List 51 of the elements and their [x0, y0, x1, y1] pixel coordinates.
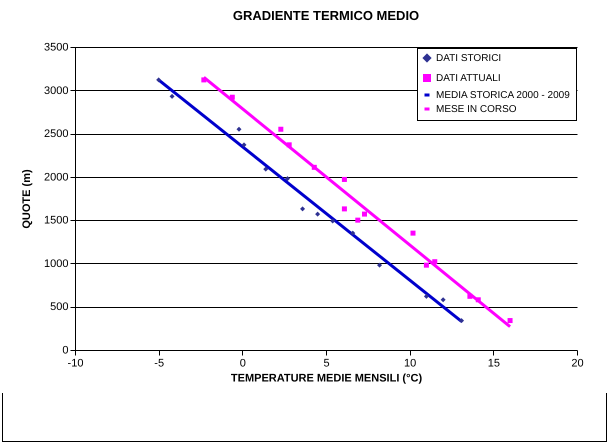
x-tick-label: -5 — [154, 358, 164, 370]
x-tick-label: -10 — [68, 358, 84, 370]
y-tick-label: 2500 — [44, 128, 68, 140]
y-tick-label: 3500 — [44, 42, 68, 54]
point — [424, 294, 429, 299]
x-tick-label: 5 — [323, 358, 330, 370]
point — [242, 142, 247, 148]
x-tick-label: 20 — [571, 358, 584, 370]
point — [459, 318, 464, 324]
point — [440, 297, 446, 302]
point — [476, 297, 481, 302]
point — [170, 94, 175, 99]
legend-label: DATI ATTUALI — [436, 73, 501, 84]
y-tick-label: 3000 — [44, 84, 68, 97]
x-axis-title: TEMPERATURE MEDIE MENSILI (°C) — [230, 372, 422, 384]
point — [285, 176, 290, 182]
y-tick-label: 1000 — [44, 258, 68, 270]
point — [300, 206, 306, 212]
point — [377, 262, 382, 268]
point — [342, 206, 347, 212]
point — [286, 142, 292, 148]
point — [263, 166, 268, 172]
point — [230, 94, 235, 100]
y-tick-label: 0 — [62, 344, 68, 356]
x-tick-label: 10 — [404, 358, 416, 370]
point — [467, 294, 472, 299]
point — [315, 212, 320, 217]
point — [432, 259, 438, 264]
y-tick-label: 1500 — [44, 214, 68, 227]
point — [350, 230, 356, 236]
point — [330, 218, 336, 224]
point — [278, 126, 284, 132]
point — [508, 318, 513, 324]
x-tick-label: 15 — [488, 358, 500, 370]
point — [312, 164, 317, 170]
point — [156, 77, 162, 82]
point — [424, 262, 429, 268]
y-axis-title: QUOTE (m) — [21, 169, 34, 229]
point — [355, 218, 360, 223]
point — [201, 77, 206, 82]
chart-title: GRADIENTE TERMICO MEDIO — [232, 8, 420, 23]
legend-label: MESE IN CORSO — [436, 104, 517, 115]
point — [342, 176, 347, 182]
legend-label: DATI STORICI — [436, 53, 502, 64]
point — [362, 212, 367, 217]
y-tick-label: 2000 — [44, 171, 68, 184]
point — [410, 230, 416, 236]
legend-label: MEDIA STORICA 2000 - 2009 — [436, 90, 570, 101]
point — [236, 126, 242, 132]
y-tick-label: 500 — [50, 301, 68, 314]
x-tick-label: 0 — [240, 358, 246, 370]
